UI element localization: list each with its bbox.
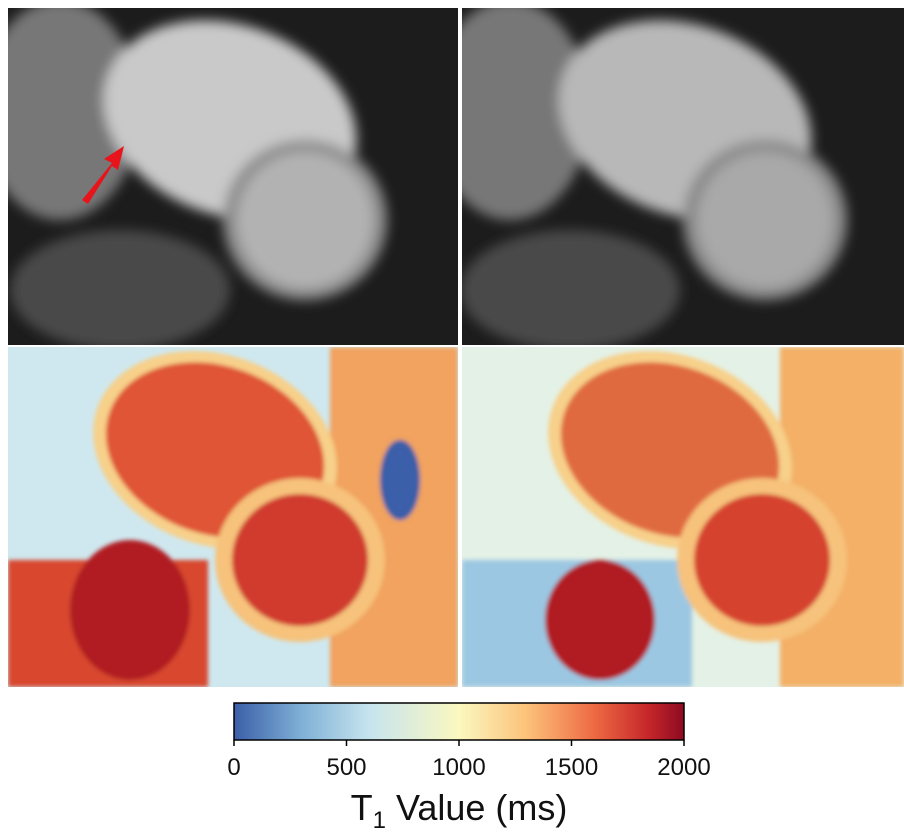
label-subscript: 1 [373,807,386,834]
tick-label: 500 [326,754,366,781]
colorbar-label: T1 Value (ms) [351,787,568,834]
label-rest: Value (ms) [386,787,567,828]
t1-map-left [8,318,458,687]
label-main: T [351,787,373,828]
tick-label: 2000 [657,754,710,781]
tick-label: 1500 [545,754,598,781]
mri-image-right [430,0,904,350]
tick-label: 0 [227,754,240,781]
colorbar [234,703,684,740]
figure: 0 500 1000 1500 2000 T1 Value (ms) [0,0,904,835]
tick-label: 1000 [432,754,485,781]
mri-image-left [0,0,458,350]
colorbar-ticks: 0 500 1000 1500 2000 [227,740,710,781]
t1-map-right [462,318,904,687]
